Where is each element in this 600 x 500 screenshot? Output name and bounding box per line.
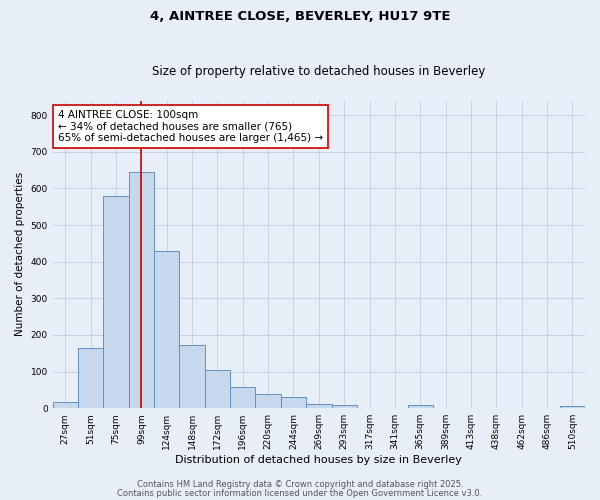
Text: Contains public sector information licensed under the Open Government Licence v3: Contains public sector information licen… (118, 489, 482, 498)
Title: Size of property relative to detached houses in Beverley: Size of property relative to detached ho… (152, 66, 485, 78)
X-axis label: Distribution of detached houses by size in Beverley: Distribution of detached houses by size … (175, 455, 462, 465)
Bar (407, 406, 433, 408)
Text: 4 AINTREE CLOSE: 100sqm
← 34% of detached houses are smaller (765)
65% of semi-d: 4 AINTREE CLOSE: 100sqm ← 34% of detache… (58, 110, 323, 143)
Bar (205, 370, 230, 408)
Bar (154, 250, 179, 408)
Bar (129, 172, 154, 408)
Bar (281, 397, 306, 408)
Y-axis label: Number of detached properties: Number of detached properties (15, 172, 25, 336)
Bar (78, 348, 103, 408)
Bar (332, 404, 357, 408)
Bar (256, 394, 281, 408)
Text: Contains HM Land Registry data © Crown copyright and database right 2025.: Contains HM Land Registry data © Crown c… (137, 480, 463, 489)
Bar (179, 345, 205, 408)
Text: 4, AINTREE CLOSE, BEVERLEY, HU17 9TE: 4, AINTREE CLOSE, BEVERLEY, HU17 9TE (150, 10, 450, 23)
Bar (560, 406, 585, 408)
Bar (306, 404, 332, 408)
Bar (103, 196, 129, 408)
Bar (53, 402, 78, 408)
Bar (230, 388, 256, 408)
